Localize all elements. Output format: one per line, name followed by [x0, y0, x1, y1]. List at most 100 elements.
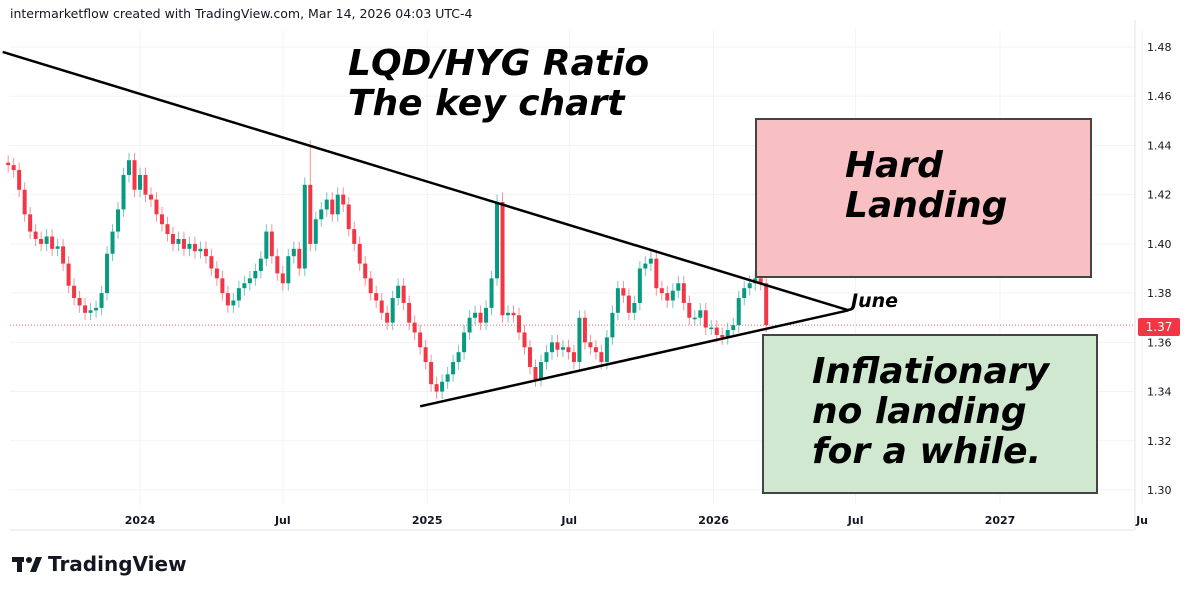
candle-up	[632, 302, 637, 313]
candle-down	[527, 347, 532, 367]
candle-up	[648, 258, 653, 264]
candle-down	[203, 248, 208, 257]
candle-down	[148, 194, 153, 200]
candle-up	[253, 270, 258, 279]
candle-up	[242, 283, 247, 289]
candle-down	[6, 162, 11, 166]
candle-down	[599, 352, 604, 363]
candle-down	[363, 263, 368, 279]
candle-down	[720, 334, 725, 338]
candle-up	[110, 231, 115, 254]
candle-down	[385, 312, 390, 323]
candle-down	[714, 327, 719, 335]
candle-up	[313, 219, 318, 244]
candle-down	[533, 366, 538, 380]
y-tick-label: 1.40	[1147, 238, 1172, 251]
candle-up	[121, 174, 126, 210]
candle-down	[571, 352, 576, 363]
candle-up	[610, 312, 615, 338]
candle-up	[231, 300, 236, 306]
candle-down	[522, 332, 527, 348]
candle-up	[55, 246, 60, 249]
candle-up	[692, 317, 697, 320]
candle-up	[549, 342, 554, 353]
candle-up	[94, 307, 99, 311]
candle-up	[736, 298, 741, 326]
title-line-1: LQD/HYG Ratio	[348, 43, 650, 84]
candle-down	[77, 298, 82, 306]
candle-up	[99, 293, 104, 308]
x-tick-label: Ju	[1135, 514, 1148, 527]
candle-up	[88, 310, 93, 313]
candle-down	[330, 199, 335, 215]
candle-up	[698, 310, 703, 318]
candle-down	[418, 332, 423, 348]
candle-down	[297, 248, 302, 269]
candle-up	[138, 174, 142, 190]
tradingview-logo[interactable]: TradingView	[12, 552, 187, 576]
candle-up	[560, 347, 565, 350]
infl-line-3: for a while.	[812, 431, 1042, 472]
candle-up	[176, 238, 181, 244]
candle-up	[44, 236, 49, 244]
candle-up	[506, 312, 511, 316]
x-tick-label: Jul	[847, 514, 864, 527]
candle-down	[555, 342, 560, 350]
candle-down	[703, 310, 708, 328]
candle-down	[209, 256, 214, 269]
candle-up	[604, 337, 609, 363]
candle-down	[308, 184, 313, 244]
candle-down	[434, 384, 439, 392]
candle-down	[681, 283, 686, 303]
candle-down	[269, 231, 274, 257]
trendline	[419, 309, 849, 408]
candle-down	[143, 174, 148, 195]
candle-down	[517, 315, 522, 333]
candle-down	[593, 347, 598, 353]
hard-landing-box: Hard Landing	[755, 118, 1092, 278]
candle-down	[132, 160, 137, 190]
candle-up	[495, 202, 500, 279]
candle-up	[105, 253, 110, 294]
candle-down	[159, 214, 164, 225]
candle-down	[626, 295, 631, 313]
trendline	[2, 50, 849, 312]
x-tick-label: 2025	[412, 514, 443, 527]
candle-up	[637, 268, 642, 303]
candle-down	[407, 302, 412, 323]
candle-up	[538, 362, 543, 380]
x-tick-label: Jul	[274, 514, 291, 527]
candle-up	[643, 263, 648, 269]
y-tick-label: 1.32	[1147, 435, 1172, 448]
candle-up	[467, 317, 472, 333]
candle-down	[374, 293, 379, 301]
candle-down	[346, 204, 351, 230]
candle-down	[357, 243, 362, 264]
candle-up	[445, 374, 450, 382]
last-price-tag: 1.37	[1138, 318, 1180, 336]
chart-credit: intermarketflow created with TradingView…	[10, 6, 473, 21]
candle-up	[291, 248, 296, 257]
candle-down	[368, 278, 373, 294]
candle-down	[66, 263, 71, 286]
candle-up	[731, 325, 736, 331]
y-tick-label: 1.38	[1147, 287, 1172, 300]
candle-down	[192, 243, 197, 252]
hard-line-2: Landing	[845, 185, 1008, 226]
candle-down	[165, 224, 170, 235]
candle-up	[473, 312, 478, 318]
candle-up	[670, 290, 675, 301]
y-tick-label: 1.48	[1147, 41, 1172, 54]
candle-down	[181, 238, 186, 249]
candle-down	[22, 189, 27, 215]
candle-up	[742, 288, 747, 299]
candle-down	[621, 288, 626, 296]
candle-down	[39, 238, 44, 244]
candle-down	[423, 347, 428, 363]
x-tick-label: 2024	[125, 514, 156, 527]
chart-title-annotation: LQD/HYG Ratio The key chart	[348, 44, 649, 124]
candle-up	[747, 283, 752, 289]
candle-down	[511, 312, 516, 316]
x-tick-label: 2026	[698, 514, 729, 527]
